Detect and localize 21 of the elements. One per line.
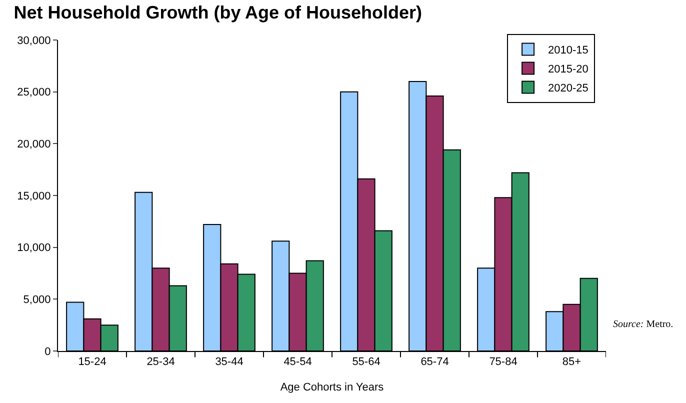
- x-tick-label: 85+: [562, 356, 582, 368]
- legend-label: 2010-15: [548, 44, 588, 57]
- x-tick-label: 75-84: [489, 356, 518, 368]
- x-tick-label: 65-74: [420, 356, 449, 368]
- legend-label: 2020-25: [548, 82, 588, 95]
- x-tick-label: 55-64: [352, 356, 380, 368]
- y-tick-label: 10,000: [17, 242, 51, 254]
- x-tick-label: 45-54: [284, 356, 312, 368]
- y-tick-label: 20,000: [17, 138, 51, 151]
- x-tick-label: 25-34: [146, 356, 175, 368]
- y-tick-label: 0: [44, 346, 51, 358]
- chart-title: Net Household Growth (by Age of Householder): [14, 2, 422, 23]
- y-tick-label: 5,000: [23, 294, 51, 306]
- x-axis-title: Age Cohorts in Years: [280, 381, 384, 394]
- y-tick-label: 25,000: [17, 86, 51, 99]
- x-tick-label: 15-24: [78, 356, 106, 368]
- legend-label: 2015-20: [548, 64, 588, 76]
- x-tick-label: 35-44: [215, 356, 244, 368]
- source-note: Source: Metro.: [613, 319, 674, 330]
- y-tick-label: 15,000: [17, 190, 51, 202]
- y-tick-label: 30,000: [17, 34, 51, 47]
